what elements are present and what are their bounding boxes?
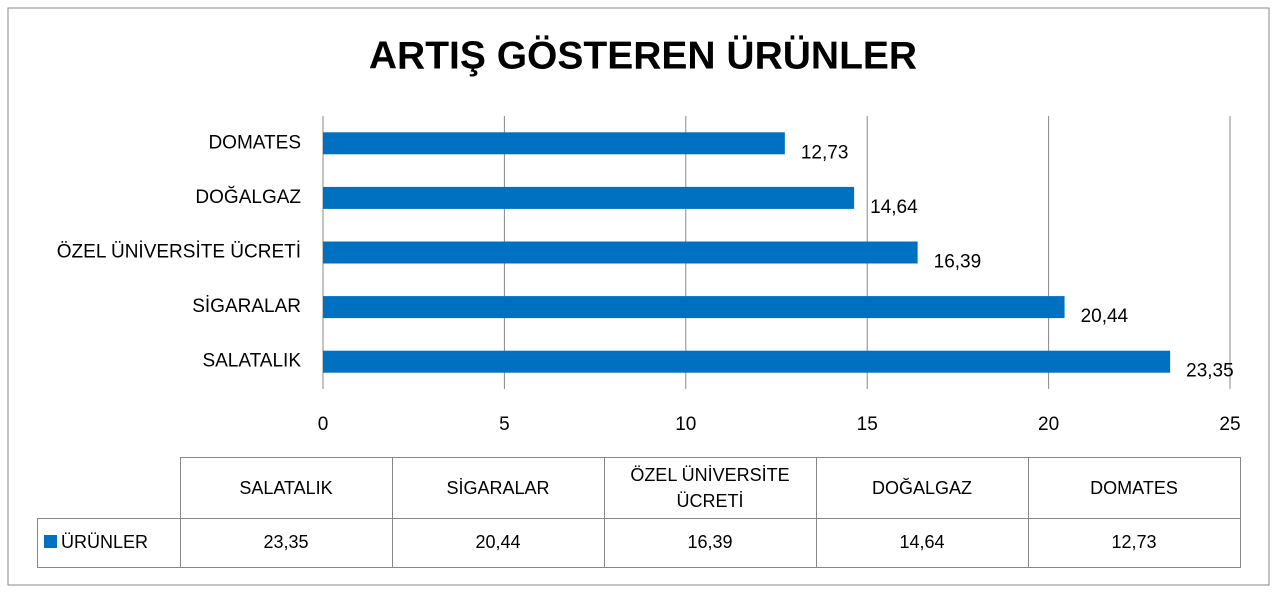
x-tick-label: 0 xyxy=(318,414,329,435)
y-tick-label: DOMATES xyxy=(208,132,301,153)
bar xyxy=(323,296,1065,319)
data-label: 20,44 xyxy=(1081,306,1129,327)
table-corner xyxy=(37,457,181,518)
table-value: 20,44 xyxy=(391,517,605,568)
chart-title: ARTIŞ GÖSTEREN ÜRÜNLER xyxy=(369,34,917,77)
table-header: SALATALIK xyxy=(179,457,393,519)
bar xyxy=(323,132,785,155)
table-header: SİGARALAR xyxy=(391,457,605,519)
x-tick-label: 25 xyxy=(1219,414,1240,435)
table-value: 14,64 xyxy=(815,517,1029,568)
data-table: SALATALIK SİGARALAR ÖZEL ÜNİVERSİTE ÜCRETİ… xyxy=(37,457,1241,568)
table-header-row: SALATALIK SİGARALAR ÖZEL ÜNİVERSİTE ÜCRETİ… xyxy=(37,457,1241,519)
x-tick-label: 5 xyxy=(499,414,510,435)
table-value: 16,39 xyxy=(603,517,817,568)
bar xyxy=(323,186,855,209)
x-tick-label: 10 xyxy=(675,414,696,435)
y-tick-label: SİGARALAR xyxy=(192,296,301,317)
legend-key xyxy=(44,535,57,548)
bar xyxy=(323,241,918,264)
y-tick-label: DOĞALGAZ xyxy=(195,186,301,208)
data-label: 16,39 xyxy=(934,252,982,273)
table-row: ÜRÜNLER 23,35 20,44 16,39 14,64 12,73 xyxy=(37,517,1241,568)
y-tick-label: ÖZEL ÜNİVERSİTE ÜCRETİ xyxy=(57,242,301,263)
x-tick-label: 20 xyxy=(1038,414,1059,435)
table-header: DOĞALGAZ xyxy=(815,457,1029,519)
table-header: DOMATES xyxy=(1027,457,1241,519)
legend-label: ÜRÜNLER xyxy=(61,532,149,552)
table-value: 12,73 xyxy=(1027,517,1241,568)
bar xyxy=(323,350,1171,373)
data-label: 12,73 xyxy=(801,142,849,163)
data-label: 23,35 xyxy=(1186,361,1234,382)
table-value: 23,35 xyxy=(179,517,393,568)
legend-cell: ÜRÜNLER xyxy=(37,517,181,568)
table-header: ÖZEL ÜNİVERSİTE ÜCRETİ xyxy=(603,457,817,519)
x-tick-label: 15 xyxy=(857,414,878,435)
y-tick-label: SALATALIK xyxy=(202,351,301,372)
data-label: 14,64 xyxy=(870,197,918,218)
